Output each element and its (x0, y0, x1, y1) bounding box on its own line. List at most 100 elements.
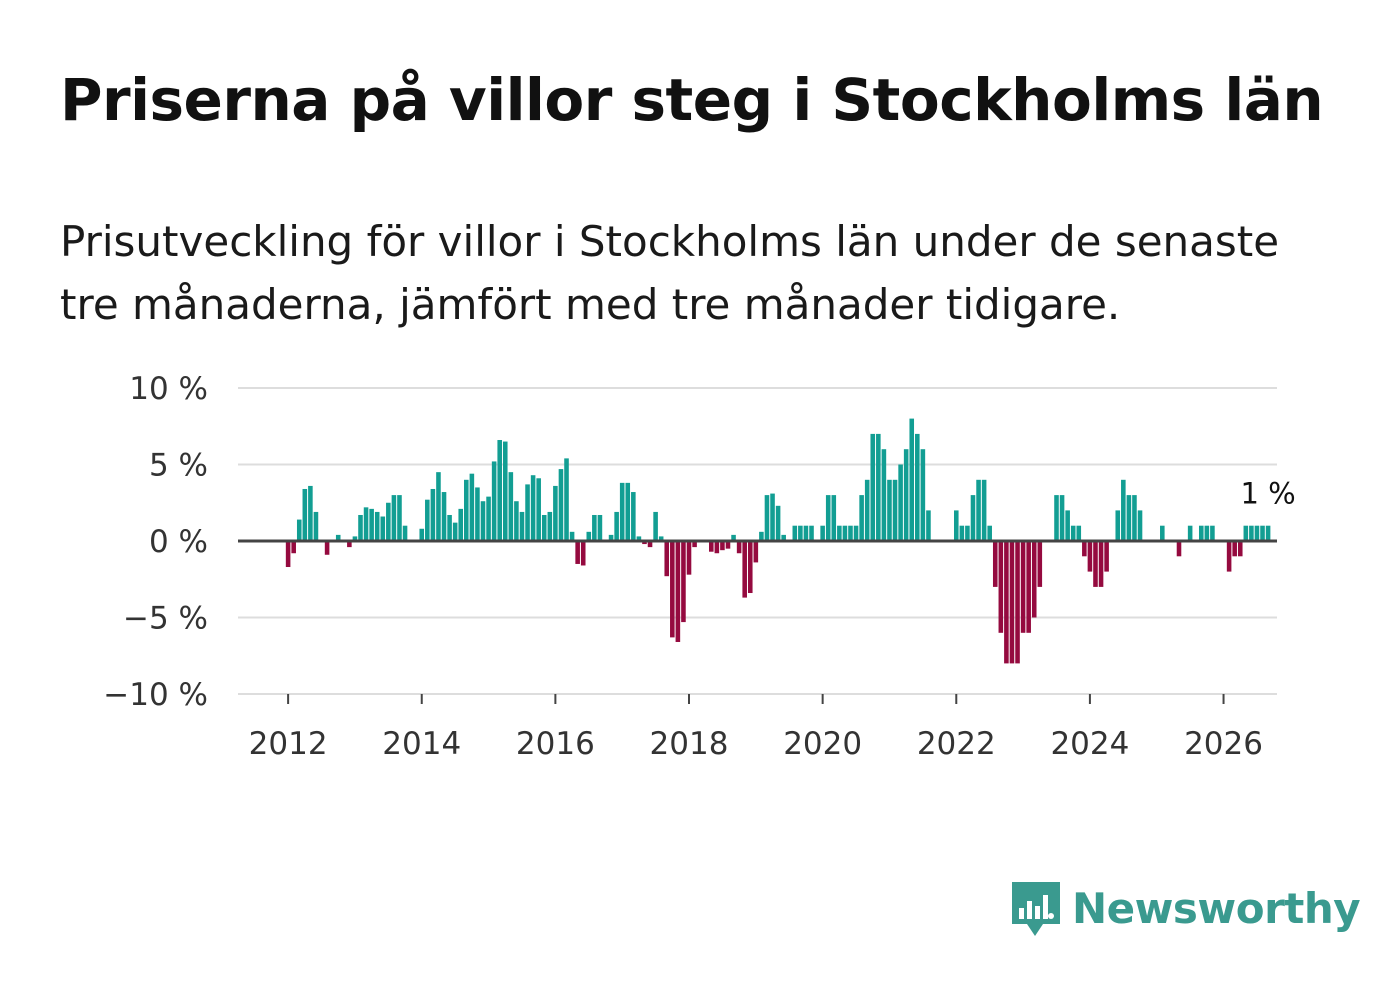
x-tick-label: 2024 (1050, 726, 1129, 762)
data-bar (720, 541, 725, 551)
data-bar (803, 525, 809, 541)
data-bar (664, 541, 670, 577)
data-bar (1098, 541, 1104, 587)
data-bar (853, 525, 859, 541)
data-bar (747, 541, 753, 594)
data-bar (714, 541, 720, 554)
data-bar (541, 514, 547, 541)
data-bar (864, 479, 870, 541)
data-bar (775, 505, 781, 541)
data-bar (441, 492, 447, 541)
data-bar (302, 488, 308, 541)
data-bar (1265, 525, 1271, 541)
data-bar (619, 482, 625, 541)
data-bar (625, 482, 631, 541)
data-bar (1115, 510, 1121, 541)
data-bar (374, 511, 380, 541)
x-tick-label: 2016 (516, 726, 595, 762)
data-bar (569, 531, 575, 541)
data-bar (475, 487, 480, 541)
data-bar (792, 525, 798, 541)
data-bar (881, 449, 887, 541)
data-bar (1082, 541, 1087, 557)
data-bar (1232, 541, 1237, 557)
data-bar (530, 475, 536, 541)
brand-logo: Newsworthy (1010, 878, 1361, 938)
data-bar (436, 472, 441, 541)
data-bar (502, 441, 508, 541)
data-bar (1065, 510, 1070, 541)
data-bar (887, 479, 892, 541)
data-bar (636, 536, 642, 541)
data-bar (987, 525, 992, 541)
data-bar (658, 536, 664, 541)
data-bar (486, 496, 491, 541)
x-tick-label: 2026 (1184, 726, 1263, 762)
data-bar (736, 541, 742, 554)
data-bar (564, 458, 569, 541)
data-bar (781, 534, 786, 541)
data-bar (876, 433, 881, 541)
data-bar (402, 525, 408, 541)
data-bar (380, 516, 386, 541)
data-bar (1020, 541, 1026, 633)
data-bar (798, 525, 803, 541)
data-bar (1254, 525, 1260, 541)
data-bar (631, 492, 636, 541)
data-bar (480, 501, 486, 541)
newsworthy-logo-icon (1012, 882, 1060, 936)
data-bar (920, 449, 926, 541)
data-bar (870, 433, 876, 541)
data-bar (397, 495, 402, 541)
data-bar (725, 541, 731, 549)
data-bar (1260, 525, 1265, 541)
data-bar (335, 534, 341, 541)
data-bar (547, 511, 553, 541)
data-bar (998, 541, 1004, 633)
data-bar (313, 511, 319, 541)
data-bar (837, 525, 842, 541)
data-bar (653, 511, 658, 541)
data-bar (770, 493, 775, 541)
y-tick-label: 0 % (149, 524, 208, 560)
data-bar (848, 525, 853, 541)
data-bar (709, 541, 714, 552)
data-bar (759, 531, 764, 541)
data-bar (1104, 541, 1109, 572)
data-bar (1004, 541, 1009, 664)
data-bar (903, 449, 909, 541)
data-bar (452, 522, 458, 541)
data-bar (358, 514, 363, 541)
data-bar (586, 531, 592, 541)
data-bar (296, 519, 302, 541)
data-bar (508, 472, 514, 541)
data-bar (519, 511, 525, 541)
data-bar (497, 440, 502, 541)
chart-subtitle: Prisutveckling för villor i Stockholms l… (60, 217, 1280, 329)
data-bar (558, 469, 564, 541)
y-tick-label: −5 % (123, 601, 208, 637)
data-bar (1210, 525, 1215, 541)
data-bar (820, 525, 825, 541)
data-bar (753, 541, 759, 563)
data-bar (291, 541, 296, 554)
data-bar (491, 461, 497, 541)
data-bar (592, 514, 597, 541)
data-bar (670, 541, 675, 638)
data-bar (686, 541, 692, 575)
data-bar (352, 536, 358, 541)
y-tick-label: 10 % (129, 371, 208, 407)
data-bar (1031, 541, 1037, 618)
data-bar (514, 501, 519, 541)
data-bar (614, 511, 619, 541)
data-bar (692, 541, 697, 548)
data-bar (1132, 495, 1137, 541)
data-bar (347, 541, 352, 548)
data-bar (954, 510, 959, 541)
data-bar (369, 508, 374, 541)
data-bar (965, 525, 970, 541)
data-bar (1015, 541, 1020, 664)
data-bar (1121, 479, 1126, 541)
data-bar (386, 502, 391, 541)
